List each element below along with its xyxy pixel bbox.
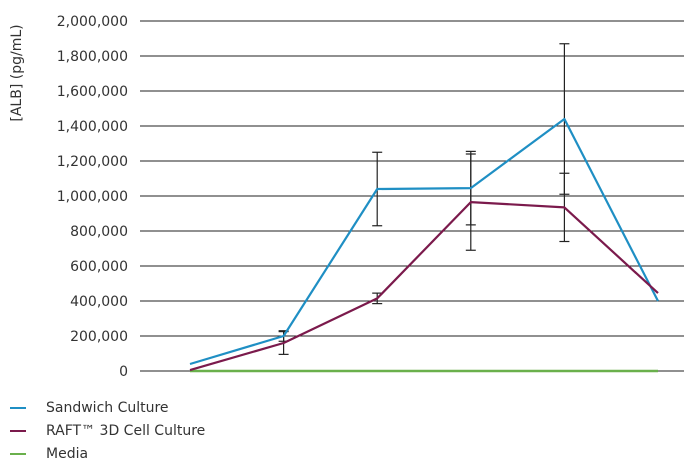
y-axis-ticks: 0 200,000 400,000 600,000 800,000 1,000,000 1,… xyxy=(57,14,128,380)
y-tick-label-9: 1,800,000 xyxy=(57,49,128,65)
y-tick-label-7: 1,400,000 xyxy=(57,119,128,135)
legend-swatch-sandwich xyxy=(10,406,26,409)
legend-item-media: Media xyxy=(10,442,205,465)
gridlines xyxy=(140,20,684,372)
y-tick-label-6: 1,200,000 xyxy=(57,154,128,170)
error-bars xyxy=(278,43,570,355)
y-tick-label-8: 1,600,000 xyxy=(57,84,128,100)
y-tick-label-3: 600,000 xyxy=(70,259,128,275)
legend-swatch-raft xyxy=(10,429,26,432)
legend: Sandwich Culture RAFT™ 3D Cell Culture M… xyxy=(10,396,205,465)
series-lines xyxy=(189,117,659,373)
series-line-0 xyxy=(189,117,659,366)
y-tick-label-5: 1,000,000 xyxy=(57,189,128,205)
y-tick-label-1: 200,000 xyxy=(70,329,128,345)
y-axis-label: [ALB] (pg/mL) xyxy=(9,24,25,121)
y-tick-label-10: 2,000,000 xyxy=(57,14,128,30)
legend-item-sandwich: Sandwich Culture xyxy=(10,396,205,419)
legend-swatch-media xyxy=(10,452,26,455)
y-tick-label-0: 0 xyxy=(119,364,128,380)
legend-item-raft: RAFT™ 3D Cell Culture xyxy=(10,419,205,442)
y-tick-label-2: 400,000 xyxy=(70,294,128,310)
legend-label-sandwich: Sandwich Culture xyxy=(46,399,169,416)
legend-label-media: Media xyxy=(46,445,89,462)
legend-label-raft: RAFT™ 3D Cell Culture xyxy=(46,422,206,439)
series-line-1 xyxy=(189,201,659,372)
y-tick-label-4: 800,000 xyxy=(70,224,128,240)
alb-line-chart: 0 200,000 400,000 600,000 800,000 1,000,000 1,… xyxy=(9,14,684,380)
